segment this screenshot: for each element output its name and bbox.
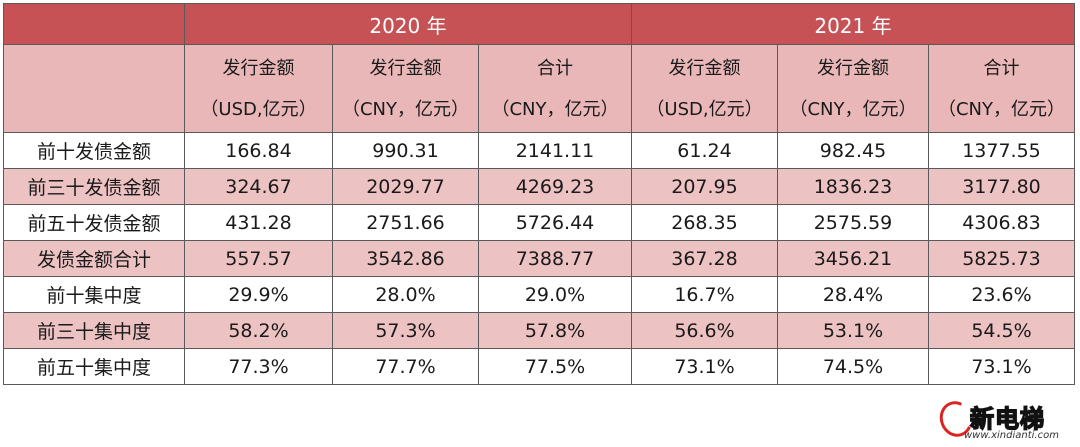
watermark: 新电梯 www.xindianti.com [934, 396, 1074, 443]
table-cell: 990.31 [332, 132, 479, 169]
table-cell: 57.3% [332, 312, 479, 349]
table-cell: 23.6% [928, 276, 1075, 313]
column-header: 合计 （CNY，亿元） [928, 44, 1075, 133]
row-label: 前十发债金额 [3, 132, 185, 169]
table-cell: 28.0% [332, 276, 479, 313]
column-header-title: 发行金额 [222, 57, 295, 79]
table-cell: 2029.77 [332, 168, 479, 205]
column-header-title: 发行金额 [668, 57, 741, 79]
table-cell: 207.95 [631, 168, 778, 205]
table-cell: 3177.80 [928, 168, 1075, 205]
column-header: 发行金额 （CNY，亿元） [332, 44, 479, 133]
table-cell: 16.7% [631, 276, 778, 313]
table-cell: 324.67 [184, 168, 333, 205]
table-cell: 74.5% [777, 348, 929, 385]
column-header-title: 合计 [983, 57, 1020, 79]
column-header: 合计 （CNY，亿元） [478, 44, 632, 133]
table-cell: 367.28 [631, 240, 778, 277]
column-header-unit: （CNY，亿元） [789, 98, 917, 120]
table-row: 前三十集中度 58.2% 57.3% 57.8% 56.6% 53.1% 54.… [3, 312, 1075, 349]
row-label: 前十集中度 [3, 276, 185, 313]
table-cell: 61.24 [631, 132, 778, 169]
row-label: 前五十集中度 [3, 348, 185, 385]
corner-cell [3, 3, 185, 45]
row-label-header [3, 44, 185, 133]
row-label: 前三十集中度 [3, 312, 185, 349]
table-cell: 4269.23 [478, 168, 632, 205]
table-cell: 268.35 [631, 204, 778, 241]
column-header-title: 发行金额 [369, 57, 442, 79]
table-row: 前十发债金额 166.84 990.31 2141.11 61.24 982.4… [3, 132, 1075, 169]
table-cell: 1377.55 [928, 132, 1075, 169]
column-header-unit: （CNY，亿元） [341, 98, 470, 120]
column-header-title: 合计 [537, 57, 573, 79]
table-row: 前十集中度 29.9% 28.0% 29.0% 16.7% 28.4% 23.6… [3, 276, 1075, 313]
table-cell: 29.9% [184, 276, 333, 313]
watermark-title: 新电梯 [969, 404, 1045, 434]
table-cell: 73.1% [631, 348, 778, 385]
table-row: 前三十发债金额 324.67 2029.77 4269.23 207.95 18… [3, 168, 1075, 205]
table-cell: 53.1% [777, 312, 929, 349]
watermark-url: www.xindianti.com [964, 430, 1059, 441]
table-cell: 1836.23 [777, 168, 929, 205]
column-header-title: 发行金额 [817, 57, 889, 79]
table-cell: 3542.86 [332, 240, 479, 277]
column-header-unit: （USD,亿元） [646, 98, 763, 120]
table-cell: 2575.59 [777, 204, 929, 241]
table-cell: 77.3% [184, 348, 333, 385]
column-header-unit: （CNY，亿元） [937, 98, 1066, 120]
table-cell: 4306.83 [928, 204, 1075, 241]
table-cell: 2141.11 [478, 132, 632, 169]
table-cell: 166.84 [184, 132, 333, 169]
bond-issuance-table: 2020 年 2021 年 发行金额 （USD,亿元） 发行金额 （CNY，亿元） … [3, 3, 1075, 385]
table-cell: 29.0% [478, 276, 632, 313]
table-cell: 7388.77 [478, 240, 632, 277]
column-header-unit: （CNY，亿元） [491, 98, 619, 120]
table-cell: 28.4% [777, 276, 929, 313]
row-label: 前三十发债金额 [3, 168, 185, 205]
table-cell: 5825.73 [928, 240, 1075, 277]
year-header-2021: 2021 年 [631, 3, 1075, 45]
table-cell: 2751.66 [332, 204, 479, 241]
row-label: 前五十发债金额 [3, 204, 185, 241]
table-cell: 77.5% [478, 348, 632, 385]
table-cell: 557.57 [184, 240, 333, 277]
table-cell: 54.5% [928, 312, 1075, 349]
column-header: 发行金额 （USD,亿元） [631, 44, 778, 133]
table-row: 前五十发债金额 431.28 2751.66 5726.44 268.35 25… [3, 204, 1075, 241]
column-header-unit: （USD,亿元） [200, 98, 317, 120]
table-cell: 3456.21 [777, 240, 929, 277]
table-cell: 56.6% [631, 312, 778, 349]
table-row: 发债金额合计 557.57 3542.86 7388.77 367.28 345… [3, 240, 1075, 277]
table-cell: 431.28 [184, 204, 333, 241]
table-cell: 982.45 [777, 132, 929, 169]
table-cell: 73.1% [928, 348, 1075, 385]
table-cell: 5726.44 [478, 204, 632, 241]
table-cell: 77.7% [332, 348, 479, 385]
row-label: 发债金额合计 [3, 240, 185, 277]
table-cell: 57.8% [478, 312, 632, 349]
table-row: 前五十集中度 77.3% 77.7% 77.5% 73.1% 74.5% 73.… [3, 348, 1075, 385]
year-header-2020: 2020 年 [184, 3, 632, 45]
column-header: 发行金额 （USD,亿元） [184, 44, 333, 133]
column-header: 发行金额 （CNY，亿元） [777, 44, 929, 133]
table-cell: 58.2% [184, 312, 333, 349]
